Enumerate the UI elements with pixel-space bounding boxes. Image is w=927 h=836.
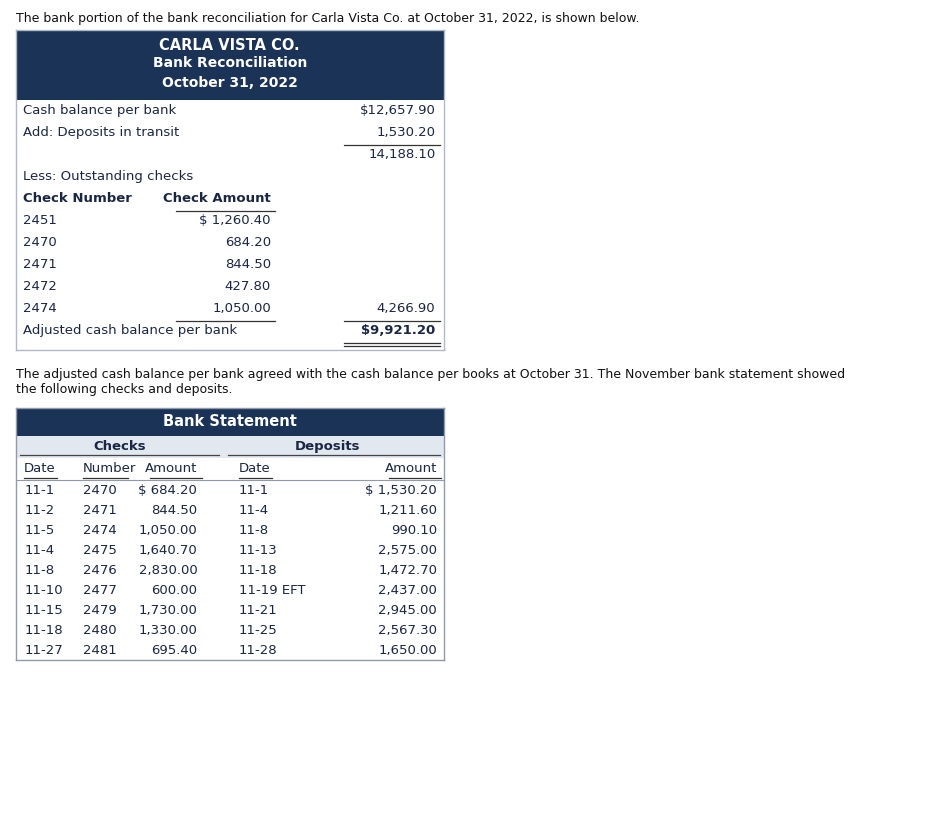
Text: Date: Date	[239, 462, 271, 475]
Text: 2474: 2474	[22, 302, 57, 315]
Text: $9,921.20: $9,921.20	[362, 324, 436, 337]
Bar	[16, 500, 444, 520]
Text: 1,730.00: 1,730.00	[138, 604, 197, 617]
Text: 844.50: 844.50	[151, 504, 197, 517]
Bar	[16, 30, 444, 100]
Bar	[16, 480, 444, 500]
Bar	[16, 540, 444, 560]
Bar	[16, 600, 444, 620]
Bar	[16, 100, 444, 350]
Text: Add: Deposits in transit: Add: Deposits in transit	[22, 126, 179, 139]
Bar	[16, 520, 444, 540]
Text: 11-28: 11-28	[239, 644, 277, 657]
Text: 427.80: 427.80	[224, 280, 271, 293]
Text: 1,640.70: 1,640.70	[139, 544, 197, 557]
Text: 1,530.20: 1,530.20	[376, 126, 436, 139]
Bar	[16, 560, 444, 580]
Text: $12,657.90: $12,657.90	[360, 104, 436, 117]
Text: 11-18: 11-18	[24, 624, 63, 637]
Text: 2472: 2472	[22, 280, 57, 293]
Text: 11-4: 11-4	[239, 504, 269, 517]
Text: Bank Reconciliation: Bank Reconciliation	[153, 56, 307, 70]
Bar	[16, 640, 444, 660]
Bar	[16, 408, 444, 436]
Text: 2471: 2471	[22, 258, 57, 271]
Text: The bank portion of the bank reconciliation for Carla Vista Co. at October 31, 2: The bank portion of the bank reconciliat…	[16, 12, 639, 25]
Bar	[16, 620, 444, 640]
Text: Adjusted cash balance per bank: Adjusted cash balance per bank	[22, 324, 236, 337]
Text: 1,650.00: 1,650.00	[378, 644, 438, 657]
Text: Date: Date	[24, 462, 56, 475]
Text: 1,050.00: 1,050.00	[139, 524, 197, 537]
Text: 2475: 2475	[83, 544, 117, 557]
Text: October 31, 2022: October 31, 2022	[162, 76, 298, 90]
Text: 2470: 2470	[22, 236, 57, 249]
Text: 11-13: 11-13	[239, 544, 278, 557]
Text: 2480: 2480	[83, 624, 117, 637]
Text: 11-2: 11-2	[24, 504, 55, 517]
Text: 2471: 2471	[83, 504, 117, 517]
Text: 2,830.00: 2,830.00	[139, 564, 197, 577]
Text: 11-25: 11-25	[239, 624, 278, 637]
Text: 1,050.00: 1,050.00	[212, 302, 271, 315]
Text: 11-1: 11-1	[24, 484, 55, 497]
Text: 695.40: 695.40	[151, 644, 197, 657]
Text: 1,472.70: 1,472.70	[378, 564, 438, 577]
Text: 684.20: 684.20	[224, 236, 271, 249]
Text: the following checks and deposits.: the following checks and deposits.	[16, 383, 232, 396]
Text: 11-15: 11-15	[24, 604, 63, 617]
Text: 4,266.90: 4,266.90	[376, 302, 436, 315]
Text: 11-19 EFT: 11-19 EFT	[239, 584, 305, 597]
Text: 11-5: 11-5	[24, 524, 55, 537]
Text: 2451: 2451	[22, 214, 57, 227]
Text: 2,945.00: 2,945.00	[378, 604, 438, 617]
Text: $ 1,260.40: $ 1,260.40	[199, 214, 271, 227]
Text: 990.10: 990.10	[391, 524, 438, 537]
Text: 11-18: 11-18	[239, 564, 277, 577]
Text: Number: Number	[83, 462, 136, 475]
Text: Cash balance per bank: Cash balance per bank	[22, 104, 176, 117]
Text: Check Number: Check Number	[22, 192, 132, 205]
Text: 600.00: 600.00	[151, 584, 197, 597]
Text: 1,330.00: 1,330.00	[138, 624, 197, 637]
Text: Deposits: Deposits	[295, 440, 360, 453]
Text: 11-27: 11-27	[24, 644, 63, 657]
Text: Amount: Amount	[145, 462, 197, 475]
Text: 2474: 2474	[83, 524, 117, 537]
Bar	[16, 436, 444, 458]
Text: 1,211.60: 1,211.60	[378, 504, 438, 517]
Text: 2,567.30: 2,567.30	[378, 624, 438, 637]
Text: 11-8: 11-8	[24, 564, 55, 577]
Text: 2479: 2479	[83, 604, 117, 617]
Text: Amount: Amount	[385, 462, 438, 475]
Bar	[16, 580, 444, 600]
Text: 2477: 2477	[83, 584, 117, 597]
Text: $ 684.20: $ 684.20	[138, 484, 197, 497]
Text: $ 1,530.20: $ 1,530.20	[365, 484, 438, 497]
Text: 11-4: 11-4	[24, 544, 55, 557]
Text: Check Amount: Check Amount	[163, 192, 271, 205]
Text: 11-21: 11-21	[239, 604, 278, 617]
Text: CARLA VISTA CO.: CARLA VISTA CO.	[159, 38, 300, 53]
Text: Bank Statement: Bank Statement	[163, 414, 297, 429]
Text: 11-1: 11-1	[239, 484, 269, 497]
Text: 2476: 2476	[83, 564, 117, 577]
Text: Checks: Checks	[93, 440, 146, 453]
Text: Less: Outstanding checks: Less: Outstanding checks	[22, 170, 193, 183]
Text: 2481: 2481	[83, 644, 117, 657]
Text: 2,437.00: 2,437.00	[378, 584, 438, 597]
Text: The adjusted cash balance per bank agreed with the cash balance per books at Oct: The adjusted cash balance per bank agree…	[16, 368, 844, 381]
Text: 844.50: 844.50	[224, 258, 271, 271]
Text: 11-10: 11-10	[24, 584, 63, 597]
Text: 2,575.00: 2,575.00	[378, 544, 438, 557]
Bar	[16, 458, 444, 480]
Text: 14,188.10: 14,188.10	[368, 148, 436, 161]
Text: 2470: 2470	[83, 484, 117, 497]
Text: 11-8: 11-8	[239, 524, 269, 537]
